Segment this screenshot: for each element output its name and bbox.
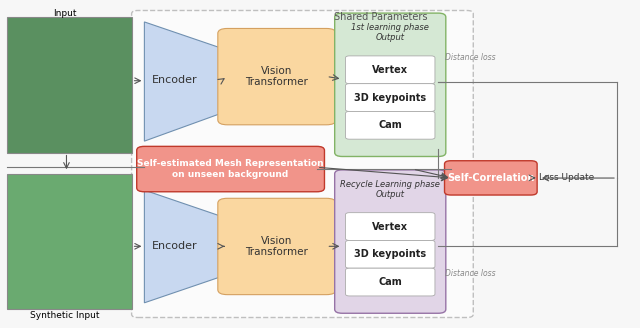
Text: Distance loss: Distance loss (445, 269, 496, 278)
FancyBboxPatch shape (7, 17, 132, 153)
Polygon shape (145, 22, 221, 141)
Text: 3D keypoints: 3D keypoints (354, 92, 426, 103)
Text: Cam: Cam (378, 277, 402, 287)
Text: Cam: Cam (378, 120, 402, 130)
Text: Encoder: Encoder (152, 75, 197, 85)
FancyBboxPatch shape (335, 170, 446, 313)
Text: Encoder: Encoder (152, 241, 197, 251)
FancyBboxPatch shape (346, 112, 435, 139)
Text: Synthetic Input: Synthetic Input (30, 311, 99, 320)
FancyBboxPatch shape (7, 174, 132, 309)
Text: Vision
Transformer: Vision Transformer (246, 66, 308, 88)
Text: Self-estimated Mesh Representation
on unseen background: Self-estimated Mesh Representation on un… (138, 159, 324, 179)
FancyBboxPatch shape (218, 29, 336, 125)
FancyBboxPatch shape (335, 13, 446, 156)
Text: Vertex: Vertex (372, 221, 408, 232)
Text: Shared Parameters: Shared Parameters (334, 12, 428, 22)
FancyBboxPatch shape (346, 213, 435, 240)
FancyBboxPatch shape (132, 10, 473, 318)
Polygon shape (145, 190, 221, 303)
FancyBboxPatch shape (218, 198, 336, 295)
Text: Vertex: Vertex (372, 65, 408, 75)
Text: Recycle Learning phase
Output: Recycle Learning phase Output (340, 180, 440, 199)
Text: Self-Correlation: Self-Correlation (447, 173, 534, 183)
FancyBboxPatch shape (445, 161, 537, 195)
Text: 3D keypoints: 3D keypoints (354, 249, 426, 259)
FancyBboxPatch shape (137, 146, 324, 192)
FancyBboxPatch shape (346, 268, 435, 296)
Text: Vision
Transformer: Vision Transformer (246, 236, 308, 257)
Text: 1st learning phase
Output: 1st learning phase Output (351, 23, 429, 42)
Text: Loss Update: Loss Update (539, 173, 595, 182)
Text: Distance loss: Distance loss (445, 53, 496, 62)
FancyBboxPatch shape (346, 240, 435, 268)
Text: Input: Input (53, 9, 76, 18)
FancyBboxPatch shape (346, 84, 435, 112)
FancyBboxPatch shape (346, 56, 435, 84)
